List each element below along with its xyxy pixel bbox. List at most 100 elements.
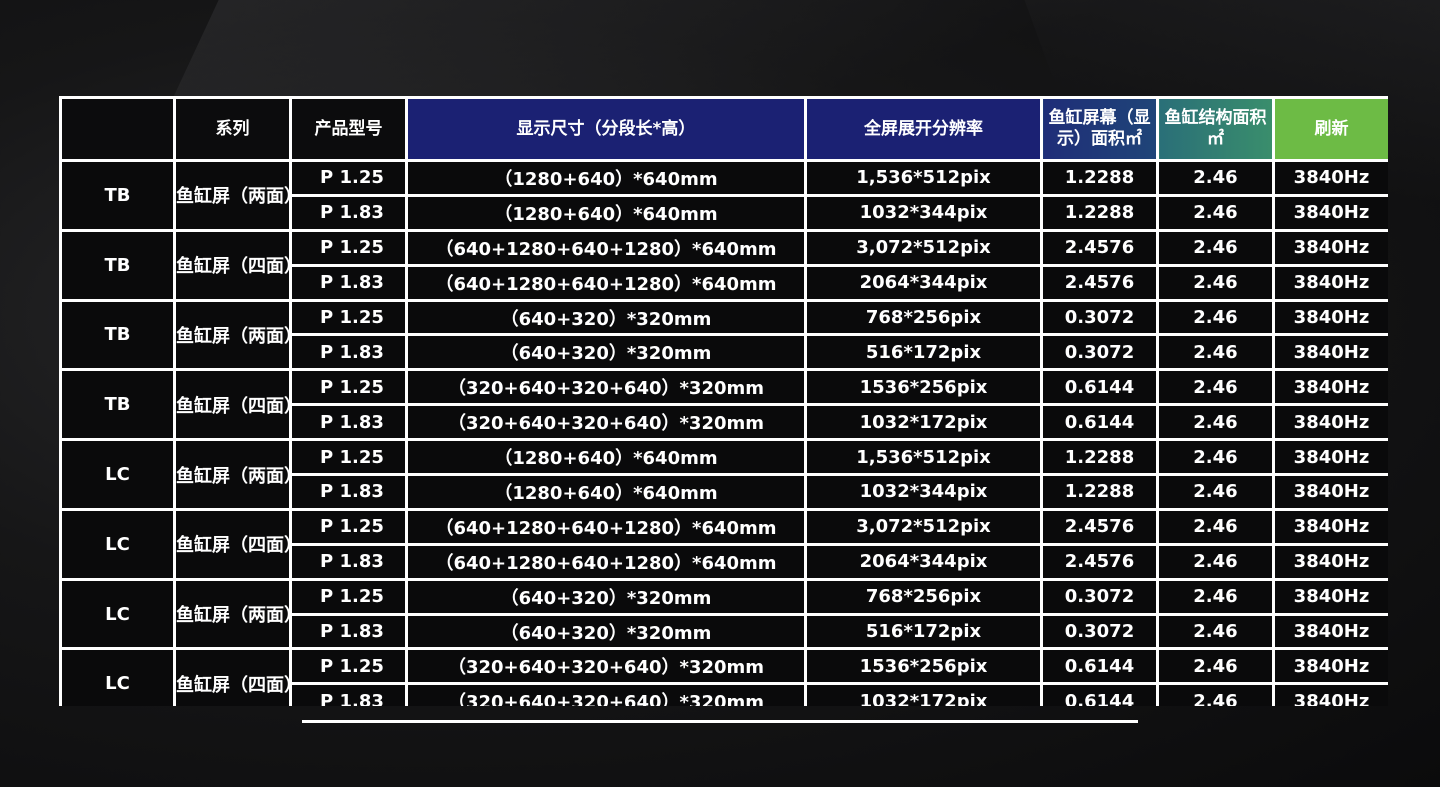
header-model: 产品型号 xyxy=(289,96,408,162)
cell-refresh: 3840Hz xyxy=(1272,403,1388,442)
cell-refresh: 3840Hz xyxy=(1272,159,1388,197)
cell-structure-area: 2.46 xyxy=(1156,298,1275,337)
cell-refresh: 3840Hz xyxy=(1272,228,1388,267)
header-refresh: 刷新 xyxy=(1272,96,1388,162)
cell-size: （640+320）*320mm xyxy=(405,333,807,372)
table-row: LC 鱼缸屏（两面） P 1.25 （640+320）*320mm 768*256pix… xyxy=(59,577,1388,651)
row-code: TB xyxy=(59,228,176,302)
cell-structure-area: 2.46 xyxy=(1156,438,1275,477)
cell-screen-area: 0.6144 xyxy=(1040,647,1159,686)
row-code: TB xyxy=(59,298,176,372)
cell-refresh: 3840Hz xyxy=(1272,647,1388,686)
cell-model: P 1.25 xyxy=(289,228,408,267)
cell-screen-area: 2.4576 xyxy=(1040,228,1159,267)
cell-structure-area: 2.46 xyxy=(1156,193,1275,232)
table-row: P 1.83 （1280+640）*640mm 1032*344pix 1.2288 2… xyxy=(61,473,1388,511)
cell-size: （640+1280+640+1280）*640mm xyxy=(405,542,807,581)
table-row: P 1.83 （640+1280+640+1280）*640mm 2064*344p… xyxy=(61,263,1388,302)
cell-model: P 1.83 xyxy=(289,333,408,372)
cell-refresh: 3840Hz xyxy=(1272,438,1388,477)
row-series: 鱼缸屏（两面） xyxy=(173,577,292,651)
row-code: TB xyxy=(59,368,176,442)
table-row: P 1.83 （320+640+320+640）*320mm 1032*172pix… xyxy=(61,403,1388,442)
cell-resolution: 2064*344pix xyxy=(804,542,1043,581)
cell-screen-area: 0.3072 xyxy=(1040,612,1159,651)
cell-model: P 1.83 xyxy=(289,403,408,442)
cell-resolution: 1,536*512pix xyxy=(804,438,1043,477)
cell-structure-area: 2.46 xyxy=(1156,647,1275,686)
table-row: P 1.83 （640+1280+640+1280）*640mm 2064*344p… xyxy=(61,542,1388,581)
cell-model: P 1.25 xyxy=(289,159,408,197)
cell-structure-area: 2.46 xyxy=(1156,612,1275,651)
table-row: TB 鱼缸屏（两面） P 1.25 （1280+640）*640mm 1,536*512… xyxy=(59,159,1388,232)
cell-screen-area: 1.2288 xyxy=(1040,193,1159,232)
cell-screen-area: 0.3072 xyxy=(1040,577,1159,616)
cell-resolution: 3,072*512pix xyxy=(804,228,1043,267)
cell-model: P 1.25 xyxy=(289,298,408,337)
header-structure-area: 鱼缸结构面积㎡ xyxy=(1156,96,1275,162)
cell-resolution: 768*256pix xyxy=(804,577,1043,616)
cell-refresh: 3840Hz xyxy=(1272,193,1388,232)
cell-resolution: 1032*172pix xyxy=(804,403,1043,442)
cell-structure-area: 2.46 xyxy=(1156,263,1275,302)
header-code xyxy=(59,96,176,162)
cell-structure-area: 2.46 xyxy=(1156,159,1275,197)
cell-structure-area: 2.46 xyxy=(1156,333,1275,372)
cell-screen-area: 0.3072 xyxy=(1040,298,1159,337)
header-resolution: 全屏展开分辨率 xyxy=(804,96,1043,162)
row-series: 鱼缸屏（四面） xyxy=(173,228,292,302)
cell-size: （1280+640）*640mm xyxy=(405,473,807,511)
table-row: TB 鱼缸屏（两面） P 1.25 （640+320）*320mm 768*256pix… xyxy=(59,298,1388,372)
cell-resolution: 1536*256pix xyxy=(804,368,1043,407)
cell-refresh: 3840Hz xyxy=(1272,612,1388,651)
table-row: LC 鱼缸屏（四面） P 1.25 （320+640+320+640）*320mm 15… xyxy=(59,647,1388,706)
table-row: P 1.83 （640+320）*320mm 516*172pix 0.3072 2.4… xyxy=(61,333,1388,372)
cell-model: P 1.25 xyxy=(289,577,408,616)
cell-refresh: 3840Hz xyxy=(1272,507,1388,546)
row-code: TB xyxy=(59,159,176,232)
spec-table: 系列 产品型号 显示尺寸（分段长*高） 全屏展开分辨率 鱼缸屏幕（显示）面积㎡ … xyxy=(59,96,1388,706)
cell-screen-area: 2.4576 xyxy=(1040,507,1159,546)
table-row: P 1.83 （320+640+320+640）*320mm 1032*172pix… xyxy=(61,682,1388,706)
row-code: LC xyxy=(59,438,176,511)
cell-model: P 1.25 xyxy=(289,647,408,686)
header-series: 系列 xyxy=(173,96,292,162)
cell-size: （320+640+320+640）*320mm xyxy=(405,647,807,686)
cell-structure-area: 2.46 xyxy=(1156,577,1275,616)
cell-refresh: 3840Hz xyxy=(1272,333,1388,372)
cell-size: （1280+640）*640mm xyxy=(405,159,807,197)
cell-model: P 1.83 xyxy=(289,612,408,651)
cell-structure-area: 2.46 xyxy=(1156,682,1275,706)
cell-resolution: 516*172pix xyxy=(804,333,1043,372)
cell-size: （640+1280+640+1280）*640mm xyxy=(405,263,807,302)
cell-model: P 1.25 xyxy=(289,507,408,546)
table-row: LC 鱼缸屏（四面） P 1.25 （640+1280+640+1280）*640mm… xyxy=(59,507,1388,581)
cell-refresh: 3840Hz xyxy=(1272,577,1388,616)
row-code: LC xyxy=(59,577,176,651)
cell-model: P 1.83 xyxy=(289,473,408,511)
cell-refresh: 3840Hz xyxy=(1272,298,1388,337)
cell-model: P 1.25 xyxy=(289,438,408,477)
cell-screen-area: 1.2288 xyxy=(1040,438,1159,477)
cell-size: （640+1280+640+1280）*640mm xyxy=(405,228,807,267)
cell-size: （320+640+320+640）*320mm xyxy=(405,368,807,407)
cell-structure-area: 2.46 xyxy=(1156,473,1275,511)
cell-resolution: 768*256pix xyxy=(804,298,1043,337)
row-code: LC xyxy=(59,647,176,706)
table-row: P 1.83 （1280+640）*640mm 1032*344pix 1.2288 2… xyxy=(61,193,1388,232)
cell-resolution: 1032*344pix xyxy=(804,193,1043,232)
cell-screen-area: 0.6144 xyxy=(1040,682,1159,706)
cell-size: （320+640+320+640）*320mm xyxy=(405,403,807,442)
spec-table-container: 系列 产品型号 显示尺寸（分段长*高） 全屏展开分辨率 鱼缸屏幕（显示）面积㎡ … xyxy=(59,96,1388,706)
cell-model: P 1.25 xyxy=(289,368,408,407)
cell-model: P 1.83 xyxy=(289,193,408,232)
cell-model: P 1.83 xyxy=(289,682,408,706)
row-series: 鱼缸屏（两面） xyxy=(173,159,292,232)
cell-model: P 1.83 xyxy=(289,542,408,581)
divider-line xyxy=(302,720,1138,723)
cell-refresh: 3840Hz xyxy=(1272,682,1388,706)
cell-screen-area: 1.2288 xyxy=(1040,159,1159,197)
cell-structure-area: 2.46 xyxy=(1156,368,1275,407)
header-size: 显示尺寸（分段长*高） xyxy=(405,96,807,162)
cell-structure-area: 2.46 xyxy=(1156,507,1275,546)
